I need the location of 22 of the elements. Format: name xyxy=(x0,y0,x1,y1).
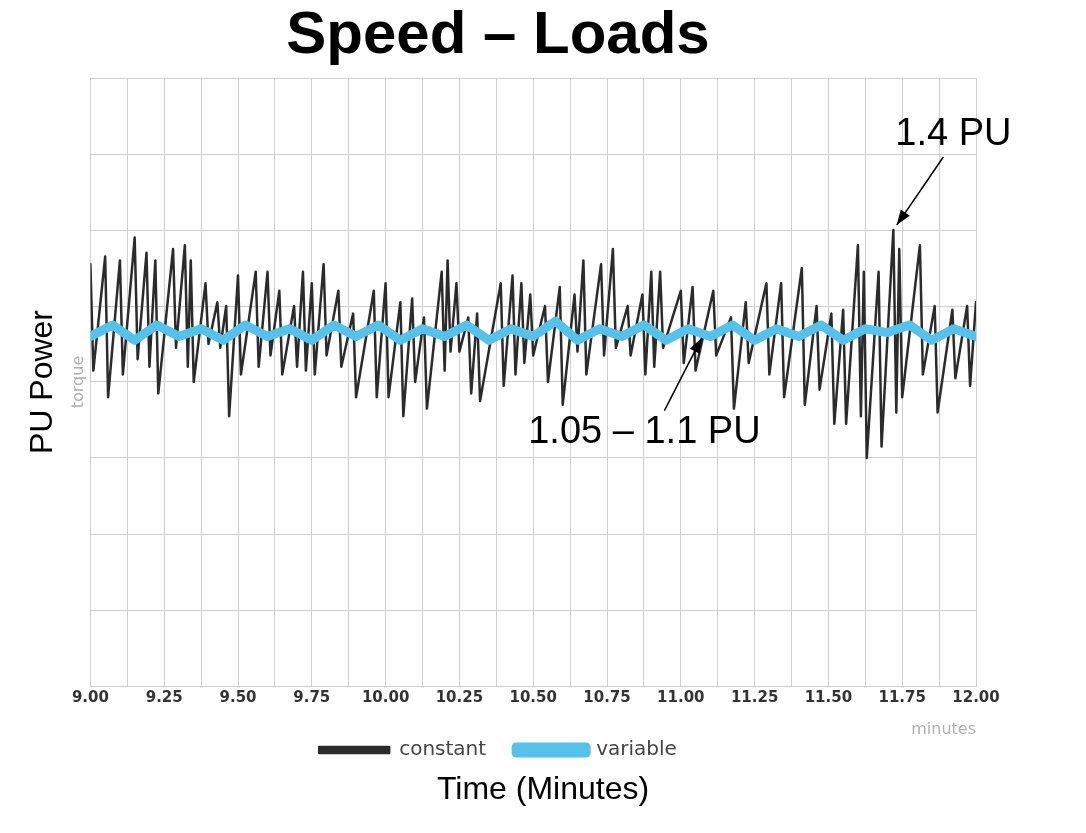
x-tick-label: 10.50 xyxy=(509,687,557,706)
legend-label: constant xyxy=(399,736,487,761)
x-tick-label: 9.75 xyxy=(293,687,331,706)
x-tick-label: 10.00 xyxy=(361,687,410,706)
x-tick-label: 9.00 xyxy=(71,687,109,706)
text: torque xyxy=(67,355,87,409)
x-tick-label: 10.75 xyxy=(583,687,631,706)
x-tick-label: 11.75 xyxy=(878,687,926,706)
chart-title: Speed – Loads xyxy=(286,0,710,66)
y-axis-title: PU Power xyxy=(23,309,60,455)
x-tick-label: 11.00 xyxy=(657,687,705,706)
x-tick-label: 11.50 xyxy=(804,687,853,706)
x-tick-label: 9.25 xyxy=(145,687,183,706)
annotation: 1.05 – 1.1 PU xyxy=(528,409,761,452)
x-tick-label: 9.50 xyxy=(219,687,257,706)
x-tick-label: 10.25 xyxy=(435,687,484,706)
text: minutes xyxy=(911,719,976,739)
x-axis-title: Time (Minutes) xyxy=(435,770,651,807)
legend-label: variable xyxy=(596,736,677,761)
x-tick-label: 12.00 xyxy=(952,687,1000,706)
x-tick-label: 11.25 xyxy=(730,687,779,706)
annotation: 1.4 PU xyxy=(895,111,1012,154)
